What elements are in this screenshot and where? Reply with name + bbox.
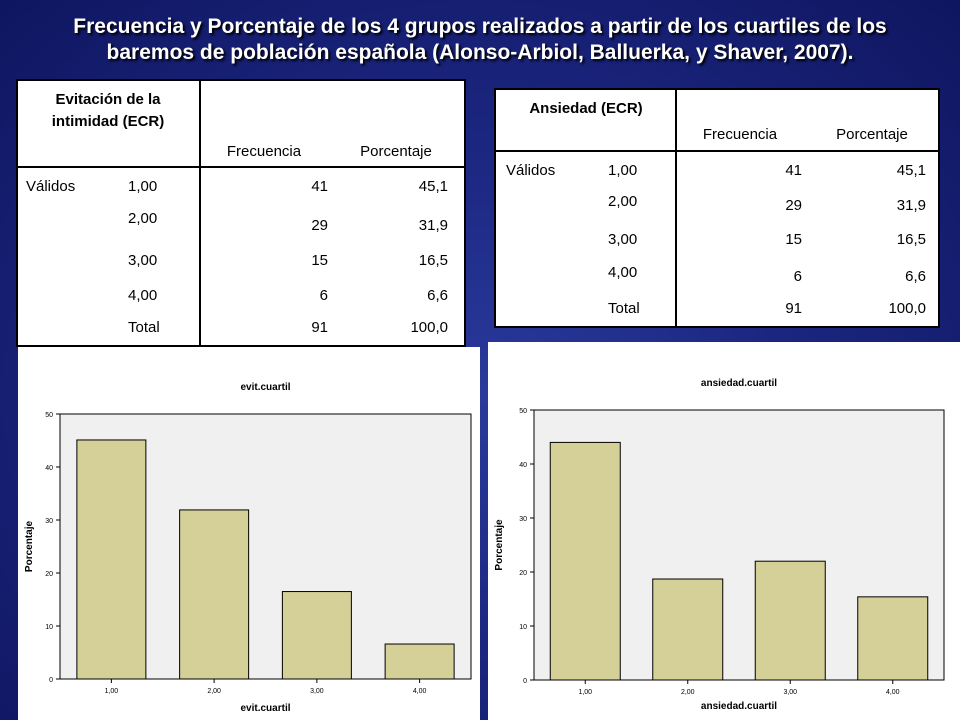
bar <box>384 643 455 680</box>
header-variable: Evitación de la intimidad (ECR) <box>51 91 165 130</box>
y-tick-label: 40 <box>45 465 53 472</box>
header-frecuencia: Frecuencia <box>702 126 778 143</box>
x-tick-label: 1,00 <box>578 689 592 696</box>
row-label: 4,00 <box>128 287 158 304</box>
chart-title: evit.cuartil <box>240 382 290 393</box>
group-label: Válidos <box>26 178 76 195</box>
row-frecuencia: 15 <box>785 231 802 248</box>
row-porcentaje: 6,6 <box>427 287 448 304</box>
x-tick-label: 3,00 <box>310 688 324 695</box>
bar <box>76 439 147 680</box>
y-tick-label: 10 <box>519 624 527 631</box>
y-tick-label: 20 <box>519 570 527 577</box>
row-porcentaje: 100,0 <box>410 319 448 336</box>
chart-title: ansiedad.cuartil <box>701 378 777 389</box>
bar <box>549 441 621 681</box>
row-frecuencia: 91 <box>311 319 328 336</box>
header-variable: Ansiedad (ECR) <box>529 100 643 117</box>
row-label: 4,00 <box>608 264 638 281</box>
slide-title: Frecuencia y Porcentaje de los 4 grupos … <box>73 15 887 64</box>
x-axis-label: ansiedad.cuartil <box>701 701 777 712</box>
y-tick-label: 0 <box>523 678 527 685</box>
row-frecuencia: 15 <box>311 252 328 269</box>
row-label: 1,00 <box>128 178 158 195</box>
row-frecuencia: 29 <box>785 197 802 214</box>
row-frecuencia: 91 <box>785 300 802 317</box>
row-porcentaje: 6,6 <box>905 268 926 285</box>
bar <box>179 509 250 680</box>
bar <box>652 578 724 681</box>
bar-chart-evit: evit.cuartil 0 10 20 30 40 50 1,00 2,00 3,00 4,00 e… <box>24 382 472 714</box>
bar <box>754 560 826 681</box>
y-tick-label: 30 <box>45 518 53 525</box>
y-tick-label: 50 <box>45 412 53 419</box>
x-tick-label: 4,00 <box>886 689 900 696</box>
row-label: 3,00 <box>128 252 158 269</box>
group-label: Válidos <box>506 162 556 179</box>
x-tick-label: 1,00 <box>105 688 119 695</box>
row-frecuencia: 41 <box>785 162 802 179</box>
row-label: 2,00 <box>608 193 638 210</box>
x-tick-label: 3,00 <box>783 689 797 696</box>
row-porcentaje: 31,9 <box>418 217 448 234</box>
bar <box>281 591 352 680</box>
x-tick-label: 2,00 <box>207 688 221 695</box>
x-tick-label: 2,00 <box>681 689 695 696</box>
row-frecuencia: 41 <box>311 178 328 195</box>
row-frecuencia: 6 <box>793 268 802 285</box>
header-porcentaje: Porcentaje <box>360 143 432 160</box>
y-tick-label: 20 <box>45 571 53 578</box>
x-tick-label: 4,00 <box>413 688 427 695</box>
y-axis-label: Porcentaje <box>24 520 35 572</box>
y-axis-label: Porcentaje <box>494 519 505 571</box>
row-label: Total <box>128 319 160 336</box>
chart-ansiedad-cuartil: ansiedad.cuartil 0 10 20 30 40 50 1,00 2,00 3,00 4… <box>488 342 960 720</box>
y-tick-label: 50 <box>519 408 527 415</box>
y-tick-label: 0 <box>49 677 53 684</box>
row-porcentaje: 45,1 <box>896 162 926 179</box>
row-porcentaje: 45,1 <box>418 178 448 195</box>
table-evitacion: Evitación de la intimidad (ECR) Frecuenc… <box>16 79 466 347</box>
row-label: 1,00 <box>608 162 638 179</box>
row-frecuencia: 6 <box>319 287 328 304</box>
row-porcentaje: 31,9 <box>896 197 926 214</box>
y-tick-label: 30 <box>519 516 527 523</box>
chart-evit-cuartil: evit.cuartil 0 10 20 30 40 50 1,00 2,00 3,00 4,00 e… <box>18 347 480 720</box>
row-porcentaje: 100,0 <box>888 300 926 317</box>
table-ansiedad: Ansiedad (ECR) Frecuencia Porcentaje Vál… <box>494 88 940 328</box>
row-frecuencia: 29 <box>311 217 328 234</box>
row-label: 2,00 <box>128 210 158 227</box>
header-porcentaje: Porcentaje <box>836 126 908 143</box>
y-tick-label: 10 <box>45 624 53 631</box>
bar <box>857 596 929 681</box>
row-label: 3,00 <box>608 231 638 248</box>
bar-chart-ansiedad: ansiedad.cuartil 0 10 20 30 40 50 1,00 2,00 3,00 4… <box>494 378 945 712</box>
row-porcentaje: 16,5 <box>896 231 926 248</box>
row-label: Total <box>608 300 640 317</box>
y-tick-label: 40 <box>519 462 527 469</box>
header-frecuencia: Frecuencia <box>226 143 302 160</box>
row-porcentaje: 16,5 <box>418 252 448 269</box>
x-axis-label: evit.cuartil <box>240 703 290 714</box>
